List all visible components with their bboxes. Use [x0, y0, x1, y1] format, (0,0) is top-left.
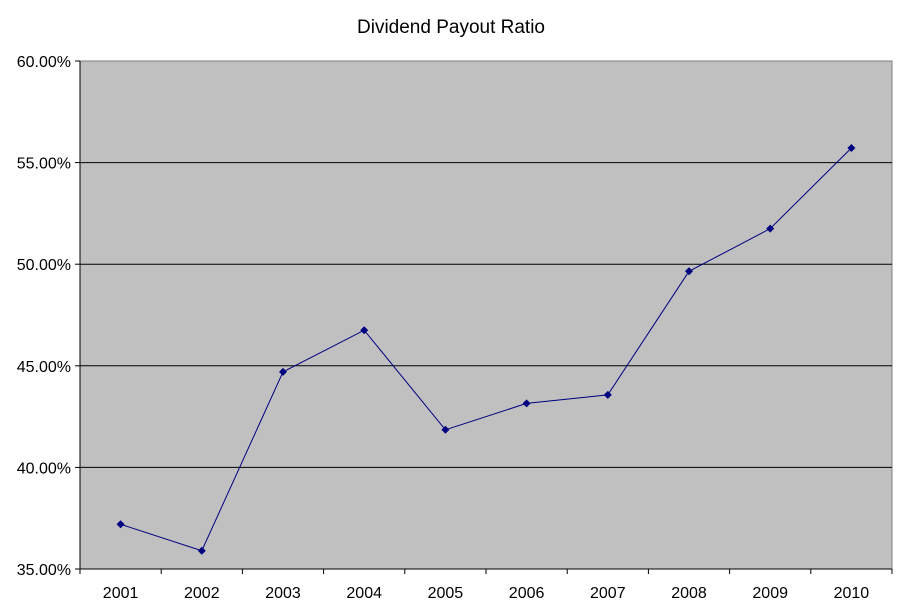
data-point [279, 367, 287, 376]
y-axis-tick-label: 45.00% [17, 359, 71, 376]
y-axis-tick-label: 40.00% [17, 460, 71, 477]
x-axis-tick-label: 2001 [103, 585, 139, 602]
y-axis-tick-label: 55.00% [17, 156, 71, 173]
gridlines [80, 162, 892, 468]
x-axis-tick-label: 2010 [834, 585, 870, 602]
data-point [685, 267, 693, 276]
data-point [522, 399, 531, 408]
series-dividend-payout-ratio [116, 143, 856, 555]
y-axis-tick-label: 60.00% [17, 54, 71, 71]
data-point [360, 326, 369, 335]
y-axis-tick-label: 50.00% [17, 257, 71, 274]
x-axis-tick-labels: 2001 2002 2003 2004 2005 2006 2007 2008 2009 2010 [103, 585, 869, 602]
chart-title: Dividend Payout Ratio [357, 17, 545, 38]
x-axis-tick-label: 2009 [752, 585, 788, 602]
data-point [603, 390, 612, 399]
data-point [197, 546, 206, 555]
axes [75, 60, 893, 574]
x-axis-tick-label: 2002 [184, 585, 220, 602]
y-axis-tick-labels: 35.00% 40.00% 45.00% 50.00% 55.00% 60.00% [17, 54, 71, 579]
plot-area [79, 60, 893, 570]
x-axis-tick-label: 2003 [265, 585, 301, 602]
y-axis-tick-label: 35.00% [17, 562, 71, 579]
x-axis-tick-label: 2007 [590, 585, 626, 602]
series-line [120, 147, 852, 552]
x-axis-tick-label: 2004 [346, 585, 382, 602]
x-axis-tick-label: 2005 [428, 585, 464, 602]
data-point [116, 520, 125, 529]
data-point [441, 425, 450, 434]
x-axis-tick-label: 2006 [509, 585, 545, 602]
x-axis-tick-label: 2008 [671, 585, 707, 602]
data-point [766, 224, 775, 233]
data-point [847, 143, 856, 152]
